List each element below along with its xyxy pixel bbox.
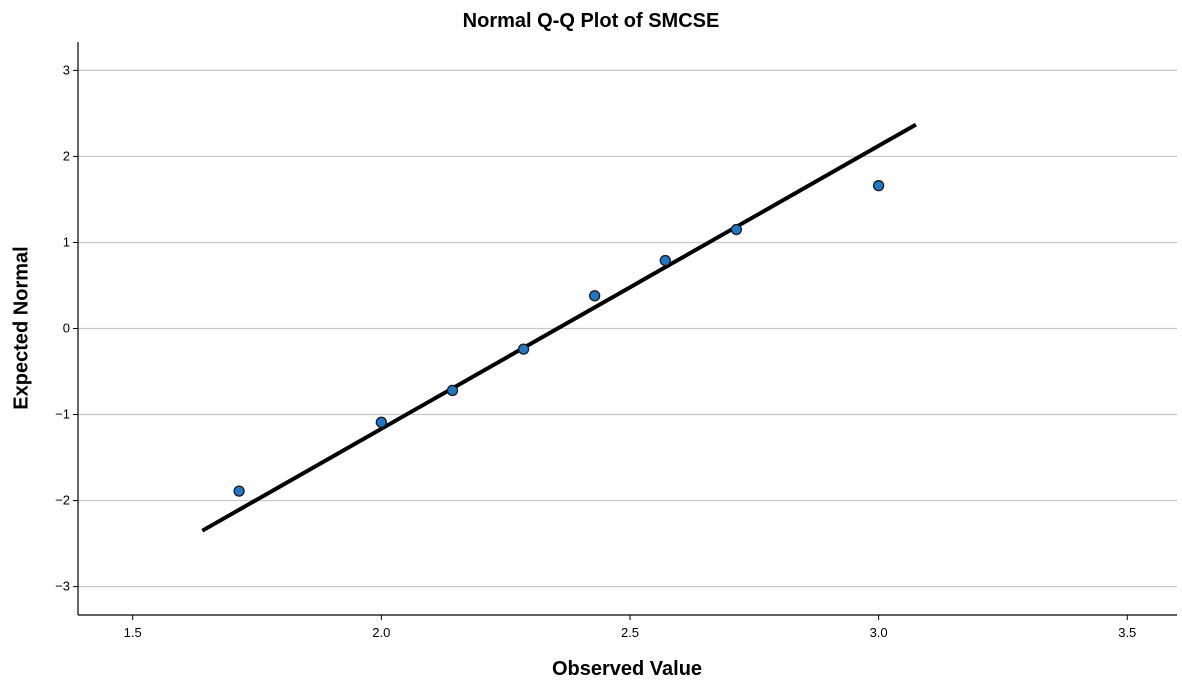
y-tick-label: 1 bbox=[63, 234, 70, 249]
chart-title: Normal Q-Q Plot of SMCSE bbox=[462, 10, 720, 32]
data-point bbox=[659, 254, 671, 267]
x-tick-label: 2.5 bbox=[621, 625, 639, 640]
data-point bbox=[872, 180, 885, 192]
x-axis-label: Observed Value bbox=[551, 658, 703, 680]
data-point bbox=[375, 416, 387, 428]
y-tick-label: 2 bbox=[63, 148, 70, 163]
y-tick-label: −3 bbox=[55, 579, 70, 594]
data-point bbox=[589, 290, 601, 302]
data-point bbox=[446, 384, 459, 397]
axes bbox=[73, 42, 1177, 620]
y-tick-label: 0 bbox=[63, 321, 70, 336]
y-tick-label: 3 bbox=[63, 62, 70, 77]
data-points bbox=[233, 180, 885, 497]
reference-line-group bbox=[201, 122, 917, 533]
x-tick-label: 3.5 bbox=[1118, 625, 1136, 640]
x-tick-label: 3.0 bbox=[870, 625, 888, 640]
data-point bbox=[517, 343, 530, 355]
x-tick-label: 1.5 bbox=[124, 625, 142, 640]
y-tick-label: −1 bbox=[55, 407, 70, 422]
tick-labels: 3 2 1 0 −1 −2 −3 1.5 2.0 2.5 3.0 3.5 bbox=[55, 62, 1136, 640]
data-point bbox=[233, 485, 245, 497]
reference-line bbox=[201, 122, 917, 533]
data-point bbox=[730, 223, 743, 236]
x-tick-label: 2.0 bbox=[372, 625, 390, 640]
y-tick-label: −2 bbox=[55, 493, 70, 508]
grid-lines bbox=[78, 69, 1177, 588]
